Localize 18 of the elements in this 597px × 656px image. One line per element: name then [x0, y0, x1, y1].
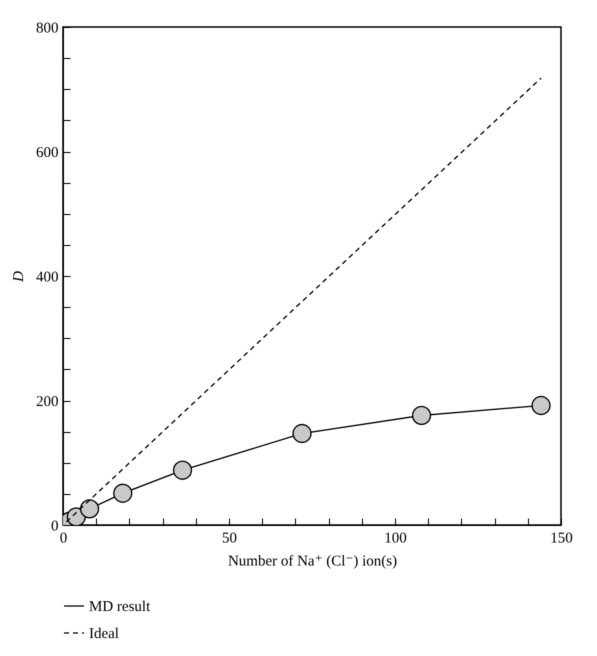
- y-tick-label: 600: [36, 145, 58, 161]
- x-tick-label: 100: [384, 530, 407, 546]
- point: [531, 396, 551, 416]
- point: [113, 484, 132, 503]
- y-tick-label: 200: [36, 394, 58, 410]
- y-tick-label: 800: [36, 20, 58, 36]
- x-axis-title: Number of Na⁺ (Cl⁻) ion(s): [228, 554, 398, 570]
- legend-label: MD result: [89, 599, 152, 615]
- y-tick-label: 0: [51, 518, 58, 534]
- point: [172, 460, 192, 480]
- y-tick-label: 400: [36, 270, 58, 286]
- point: [292, 424, 312, 444]
- y-axis-title: D: [11, 270, 27, 283]
- x-tick-label: 150: [550, 530, 573, 546]
- legend-label: Ideal: [89, 626, 119, 642]
- x-tick-label: 50: [222, 530, 237, 546]
- point: [412, 406, 432, 426]
- point: [80, 499, 100, 518]
